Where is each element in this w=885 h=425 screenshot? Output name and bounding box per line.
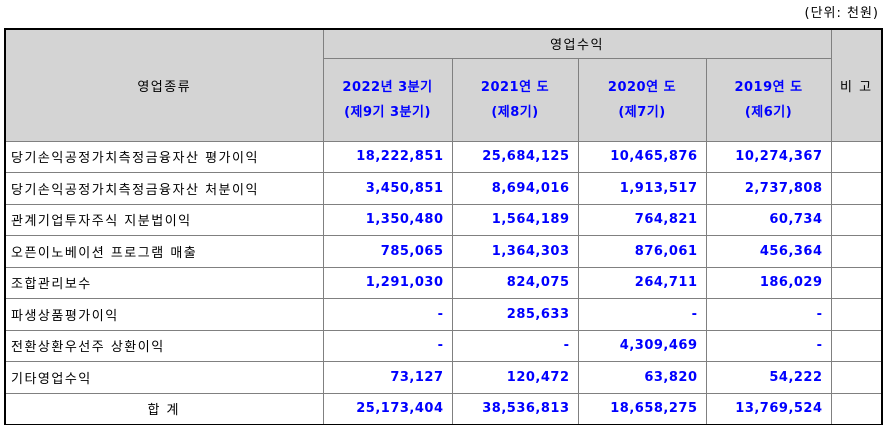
value-cell: 1,291,030 [322,266,453,299]
period-label-line1: 2020연 도 [607,79,677,95]
header-period-row: 2022년 3분기 (제9기 3분기) 2021연 도 (제8기) 2020연 … [5,57,882,142]
value-cell: 18,658,275 [577,392,707,425]
table-row: 당기손익공정가치측정금융자산 처분이익 3,450,851 8,694,016 1,9… [4,172,883,205]
row-label: 당기손익공정가치측정금융자산 평가이익 [4,140,324,173]
value-cell: 10,274,367 [705,140,832,173]
value-cell: 1,564,189 [451,203,579,236]
value-cell: 25,684,125 [451,140,579,173]
operating-revenue-table: 영업종류 영업수익 비 고 2022년 3분기 (제9기 3분기) 2021연 … [4,28,884,425]
note-cell [830,266,883,299]
column-header-period-2021: 2021연 도 (제8기) [451,57,579,142]
note-cell [830,172,883,205]
value-cell: - [322,329,453,362]
table-row: 전환상환우선주 상환이익 - -4,309,469- [4,329,883,362]
note-cell [830,298,883,331]
period-label-line2: (제8기) [491,104,539,120]
value-cell: 2,737,808 [705,172,832,205]
value-cell: 10,465,876 [577,140,707,173]
value-cell: - [705,298,832,331]
note-cell [830,140,883,173]
value-cell: 63,820 [577,361,707,394]
table-row: 관계기업투자주식 지분법이익 1,350,480 1,564,189 764,821 6… [4,203,883,236]
note-cell [830,329,883,362]
value-cell: 824,075 [451,266,579,299]
period-label-line1: 2019연 도 [734,79,803,95]
value-cell: - [705,329,832,362]
value-cell: 60,734 [705,203,832,236]
value-cell: 38,536,813 [451,392,579,425]
table-row: 조합관리보수 1,291,030 824,075 264,711 186,029 [4,266,883,299]
column-header-note: 비 고 [830,28,883,142]
value-cell: 1,350,480 [322,203,453,236]
value-cell: 456,364 [705,235,832,268]
table-row: 파생상품평가이익 -285,633- - [4,298,883,331]
value-cell: 3,450,851 [322,172,453,205]
row-label: 기타영업수익 [4,361,324,394]
row-label: 오픈이노베이션 프로그램 매출 [4,235,324,268]
value-cell: 13,769,524 [705,392,832,425]
value-cell: 186,029 [705,266,832,299]
period-label-line2: (제7기) [618,104,666,120]
note-cell [830,235,883,268]
column-header-period-2020: 2020연 도 (제7기) [577,57,707,142]
column-header-period-2022-q3: 2022년 3분기 (제9기 3분기) [322,57,453,142]
row-label: 파생상품평가이익 [4,298,324,331]
table-row: 기타영업수익 73,127 120,472 63,820 54,222 [4,361,883,394]
value-cell: 1,913,517 [577,172,707,205]
value-cell: - [577,298,707,331]
header-group-row: 영업종류 영업수익 비 고 [4,28,883,142]
row-label: 전환상환우선주 상환이익 [4,329,324,362]
note-cell [830,392,883,425]
value-cell: 54,222 [705,361,832,394]
row-label: 관계기업투자주식 지분법이익 [4,203,324,236]
value-cell: 1,364,303 [451,235,579,268]
table-row: 당기손익공정가치측정금융자산 평가이익 18,222,851 25,684,125 1… [4,140,883,173]
note-cell [830,203,883,236]
period-label-line2: (제9기 3분기) [344,104,431,120]
value-cell: 8,694,016 [451,172,579,205]
value-cell: 25,173,404 [322,392,453,425]
unit-label: (단위: 천원) [804,6,879,21]
column-header-revenue-group: 영업수익 [322,28,832,59]
value-cell: 764,821 [577,203,707,236]
value-cell: 73,127 [322,361,453,394]
row-label: 당기손익공정가치측정금융자산 처분이익 [4,172,324,205]
note-cell [830,361,883,394]
period-label-line2: (제6기) [744,104,793,120]
value-cell: 876,061 [577,235,707,268]
table-body: 당기손익공정가치측정금융자산 평가이익 18,222,851 25,684,125 1… [4,140,883,425]
value-cell: 4,309,469 [577,329,707,362]
value-cell: - [322,298,453,331]
value-cell: - [451,329,579,362]
total-row-label: 합 계 [4,392,324,425]
period-label-line1: 2022년 3분기 [342,79,433,95]
value-cell: 264,711 [577,266,707,299]
value-cell: 785,065 [322,235,453,268]
value-cell: 120,472 [451,361,579,394]
total-row: 합 계 25,173,404 38,536,813 18,658,275 13,769,… [4,392,883,425]
column-header-category: 영업종류 [4,28,324,142]
column-header-period-2019: 2019연 도 (제6기) [705,57,832,142]
period-label-line1: 2021연 도 [480,79,550,95]
value-cell: 18,222,851 [322,140,453,173]
table-row: 오픈이노베이션 프로그램 매출 785,065 1,364,303 876,061 45… [4,235,883,268]
row-label: 조합관리보수 [4,266,324,299]
value-cell: 285,633 [451,298,579,331]
